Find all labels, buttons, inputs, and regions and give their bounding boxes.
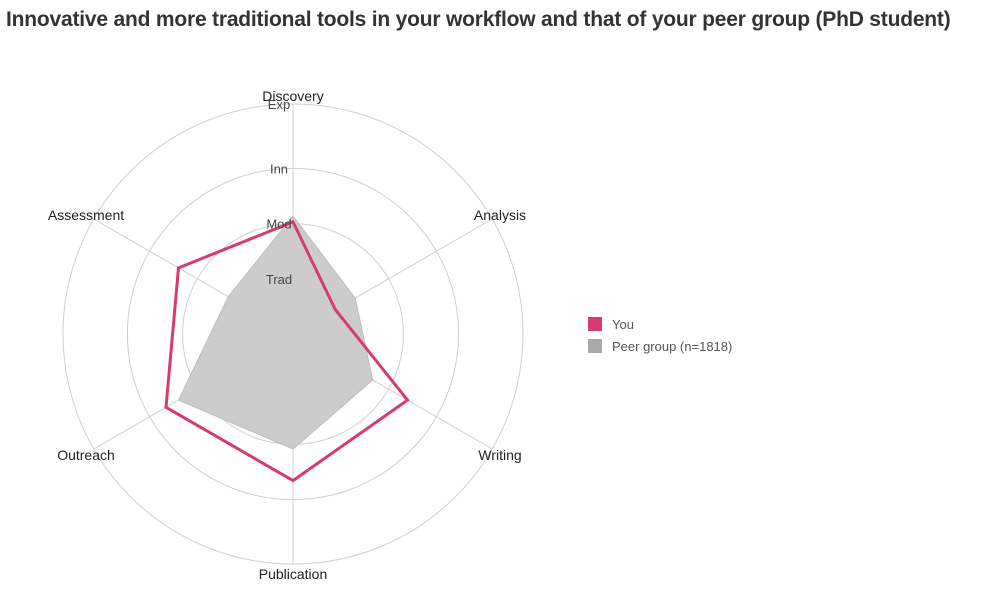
chart-title: Innovative and more traditional tools in… <box>6 8 951 31</box>
axis-label-writing: Writing <box>478 447 521 463</box>
ring-label-exp: Exp <box>268 97 290 112</box>
series-area-peer-group-n-1818 <box>177 215 374 450</box>
legend-swatch-peer-group <box>588 339 602 353</box>
axis-label-publication: Publication <box>259 566 328 582</box>
axis-label-discovery: Discovery <box>262 88 323 104</box>
axis-label-outreach: Outreach <box>57 447 115 463</box>
ring-label-mod: Mod <box>266 217 291 232</box>
ring-labels: Trad Mod Inn Exp <box>266 97 292 287</box>
legend-swatch-you <box>588 317 602 331</box>
ring-label-trad: Trad <box>266 272 292 287</box>
ring-label-inn: Inn <box>270 161 288 176</box>
axis-label-assessment: Assessment <box>48 207 124 223</box>
legend-item-peer-group: Peer group (n=1818) <box>588 335 732 357</box>
legend: You Peer group (n=1818) <box>588 313 732 357</box>
legend-label-peer-group: Peer group (n=1818) <box>612 338 733 354</box>
legend-item-you: You <box>588 313 732 335</box>
axis-label-analysis: Analysis <box>474 207 526 223</box>
radar-series <box>164 215 410 483</box>
axis-labels: Discovery Analysis Writing Publication Outre… <box>48 88 526 582</box>
legend-label-you: You <box>612 316 634 332</box>
series-outline-you <box>164 219 410 483</box>
